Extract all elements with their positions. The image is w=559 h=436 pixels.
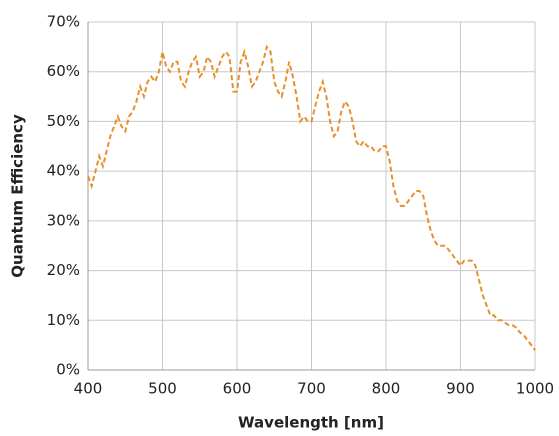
y-tick-label: 50% — [47, 112, 80, 130]
x-tick-label: 400 — [74, 380, 103, 398]
y-tick-label: 0% — [56, 361, 80, 379]
y-tick-label: 70% — [47, 13, 80, 31]
y-tick-label: 30% — [47, 211, 80, 229]
y-tick-label: 20% — [47, 261, 80, 279]
x-tick-label: 1000 — [516, 380, 554, 398]
y-tick-label: 40% — [47, 162, 80, 180]
x-axis-title: Wavelength [nm] — [238, 414, 384, 432]
data-line — [87, 44, 536, 351]
x-tick-label: 900 — [446, 380, 475, 398]
x-tick-label: 600 — [223, 380, 252, 398]
x-tick-label: 800 — [372, 380, 401, 398]
x-tick-label: 700 — [297, 380, 326, 398]
y-axis-title: Quantum Efficiency — [9, 114, 27, 278]
y-tick-label: 60% — [47, 62, 80, 80]
x-tick-label: 500 — [148, 380, 177, 398]
y-tick-label: 10% — [47, 311, 80, 329]
